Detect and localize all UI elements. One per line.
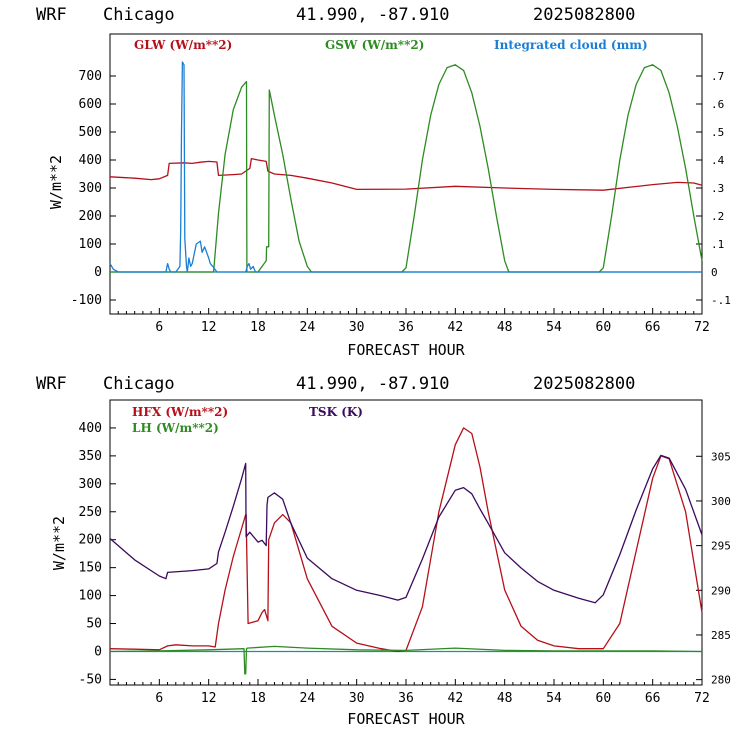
xtick-label: 18 [250,320,266,335]
panel1-legend-glw: GLW (W/m**2) [134,38,232,52]
ytick-label: 300 [79,477,102,492]
xtick-label: 36 [398,691,414,706]
y2tick-label: .4 [711,154,725,167]
ytick-label: -50 [79,672,102,687]
xtick-label: 60 [596,691,612,706]
ytick-label: 0 [94,644,102,659]
y2tick-label: .7 [711,70,724,83]
panel2-site: Chicago [103,374,175,394]
panel1-ticks: 6 12 18 24 30 36 42 48 54 60 66 72 -100 0 100 200 300 400… [71,69,731,335]
y2tick-label: 305 [711,450,731,463]
ytick-label: 0 [94,265,102,280]
xtick-label: 24 [300,320,316,335]
series-line-hfx [109,427,703,653]
ytick-label: 150 [79,561,102,576]
y2tick-label: .6 [711,98,724,111]
ytick-label: 500 [79,125,102,140]
panel1-model: WRF [36,5,67,25]
y2tick-label: 285 [711,629,731,642]
xtick-label: 48 [497,320,513,335]
xtick-label: 72 [694,691,710,706]
xtick-label: 30 [349,320,365,335]
ytick-label: 350 [79,449,102,464]
y2tick-label: .1 [711,238,724,251]
series-line-glw [109,157,703,191]
ytick-label: 400 [79,421,102,436]
panel2-coords: 41.990, -87.910 [296,374,450,394]
y2tick-label: .2 [711,210,724,223]
panel1-series [109,61,703,273]
xtick-label: 18 [250,691,266,706]
xtick-label: 54 [546,320,562,335]
series-line-lh [109,645,703,675]
ytick-label: 200 [79,209,102,224]
ytick-label: 100 [79,589,102,604]
panel1-coords: 41.990, -87.910 [296,5,450,25]
panel1-xlabel: FORECAST HOUR [347,341,465,359]
xtick-label: 12 [201,320,217,335]
series-line-gsw [110,64,703,273]
panel1-run: 2025082800 [533,5,635,25]
xtick-label: 48 [497,691,513,706]
xtick-label: 60 [596,320,612,335]
xtick-label: 66 [645,320,661,335]
y2tick-label: 300 [711,495,731,508]
panel1-legend-cloud: Integrated cloud (mm) [494,38,648,52]
panel1-ylabel: W/m**2 [47,155,65,209]
xtick-label: 42 [448,691,464,706]
y2tick-label: 280 [711,674,731,687]
y2tick-label: 295 [711,540,731,553]
y2tick-label: 0 [711,266,718,279]
panel2-series [109,427,703,675]
y2tick-label: -.1 [711,294,731,307]
xtick-label: 30 [349,691,365,706]
ytick-label: 250 [79,505,102,520]
ytick-label: 600 [79,97,102,112]
ytick-label: 400 [79,153,102,168]
panel2-frame [109,399,703,686]
ytick-label: 50 [86,617,102,632]
xtick-label: 6 [155,691,163,706]
panel2-ticks: 6 12 18 24 30 36 42 48 54 60 66 72 -50 0 50 100 150 200 25… [79,421,731,706]
panel2-legend-hfx: HFX (W/m**2) [132,405,228,419]
xtick-label: 12 [201,691,217,706]
y2tick-label: 290 [711,584,731,597]
panel2-ylabel: W/m**2 [50,516,68,570]
panel2-plot: 6 12 18 24 30 36 42 48 54 60 66 72 -50 0 50 100 150 200 25… [50,399,731,728]
panel2-legend-tsk: TSK (K) [309,405,363,419]
xtick-label: 72 [694,320,710,335]
xtick-label: 42 [448,320,464,335]
series-line-tsk [109,454,703,604]
panel2-model: WRF [36,374,67,394]
ytick-label: 700 [79,69,102,84]
ytick-label: 300 [79,181,102,196]
panel1-plot: 6 12 18 24 30 36 42 48 54 60 66 72 -100 0 100 200 300 400… [47,33,731,359]
panel1-legend-gsw: GSW (W/m**2) [325,38,424,52]
panel2-run: 2025082800 [533,374,635,394]
xtick-label: 36 [398,320,414,335]
ytick-label: 100 [79,237,102,252]
ytick-label: -100 [71,293,102,308]
xtick-label: 6 [155,320,163,335]
panel2-legend-lh: LH (W/m**2) [132,421,219,435]
xtick-label: 54 [546,691,562,706]
panel2-header: WRF Chicago 41.990, -87.910 2025082800 [36,374,635,394]
y2tick-label: .5 [711,126,724,139]
panel1-header: WRF Chicago 41.990, -87.910 2025082800 [36,5,635,25]
series-line-integrated [109,61,702,273]
y2tick-label: .3 [711,182,724,195]
panel2-xlabel: FORECAST HOUR [347,710,465,728]
panel1-site: Chicago [103,5,175,25]
ytick-label: 200 [79,533,102,548]
xtick-label: 24 [300,691,316,706]
xtick-label: 66 [645,691,661,706]
